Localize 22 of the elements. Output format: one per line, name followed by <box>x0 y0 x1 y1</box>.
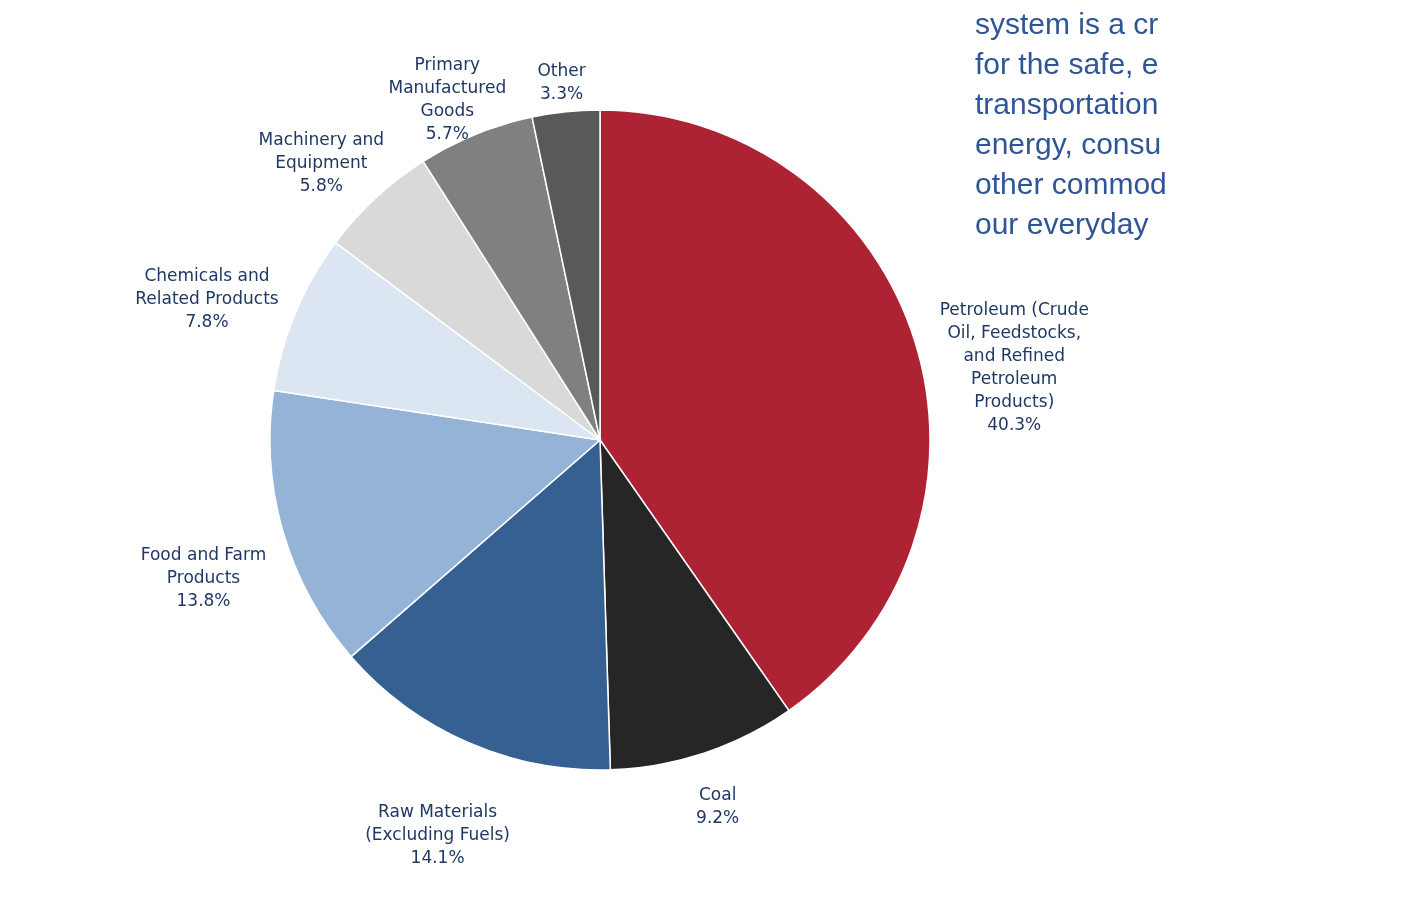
data-label: 3.3% <box>539 82 584 103</box>
text: energy, consu <box>975 127 1162 160</box>
data-label: 40.3% <box>987 413 1042 434</box>
text: other commod <box>975 167 1167 200</box>
slice-label: Machinery and Equipment <box>258 128 385 172</box>
slice-label: Primary Manufactured Goods <box>388 53 507 120</box>
text: system is a cr <box>975 7 1159 40</box>
text: our everyday <box>975 207 1149 240</box>
slice-label: Raw Materials (Excluding Fuels) <box>365 801 510 845</box>
text: transportation <box>975 87 1159 120</box>
data-label: 14.1% <box>410 847 465 868</box>
slice-label: Other <box>537 59 586 80</box>
slice-label: Food and Farm Products <box>140 544 267 588</box>
slice-label: Chemicals and Related Products <box>135 264 279 308</box>
data-label: 5.8% <box>299 174 343 195</box>
slice-label: Coal <box>698 783 737 804</box>
slice-label: Petroleum (Crude Oil, Feedstocks, and Refined Petroleum Products) <box>939 298 1089 411</box>
data-label: 7.8% <box>185 310 229 331</box>
text: for the safe, e <box>975 47 1159 80</box>
data-label: 13.8% <box>176 590 231 611</box>
data-label: 5.7% <box>425 122 469 143</box>
data-label: 9.2% <box>696 806 740 827</box>
